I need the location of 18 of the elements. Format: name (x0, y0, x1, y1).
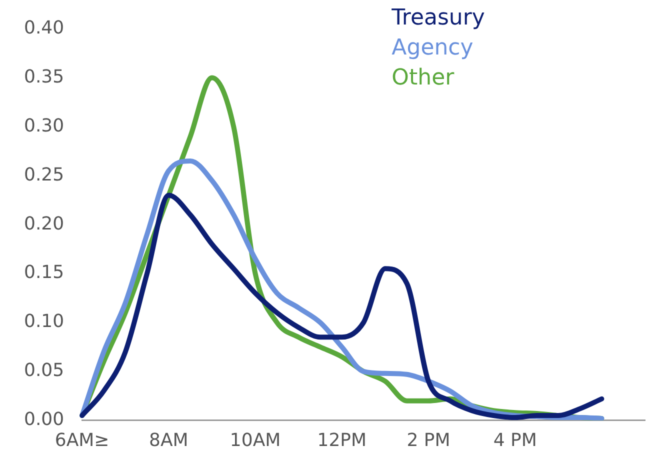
y-tick-label: 0.40 (24, 17, 64, 38)
x-tick-label: 2 PM (406, 430, 450, 451)
x-tick-label: 4 PM (493, 430, 537, 451)
x-tick-label: 12PM (317, 430, 367, 451)
y-tick-label: 0.35 (24, 66, 64, 88)
y-tick-label: 0.25 (24, 164, 64, 186)
text: Treasury (390, 6, 485, 31)
x-tick-label: 10AM (230, 430, 281, 451)
y-tick-label: 0.30 (24, 115, 64, 136)
y-tick-label: 0.10 (24, 311, 64, 332)
y-tick-label: 0.15 (24, 262, 64, 284)
text: Other (392, 66, 456, 91)
text: Agency (392, 36, 474, 61)
y-tick-label: 0.20 (24, 213, 64, 234)
x-tick-label: 6AM≥ (54, 430, 110, 451)
y-tick-label: 0.05 (24, 360, 64, 382)
y-tick-label: 0.00 (24, 409, 64, 430)
x-tick-label: 8AM (149, 430, 188, 451)
